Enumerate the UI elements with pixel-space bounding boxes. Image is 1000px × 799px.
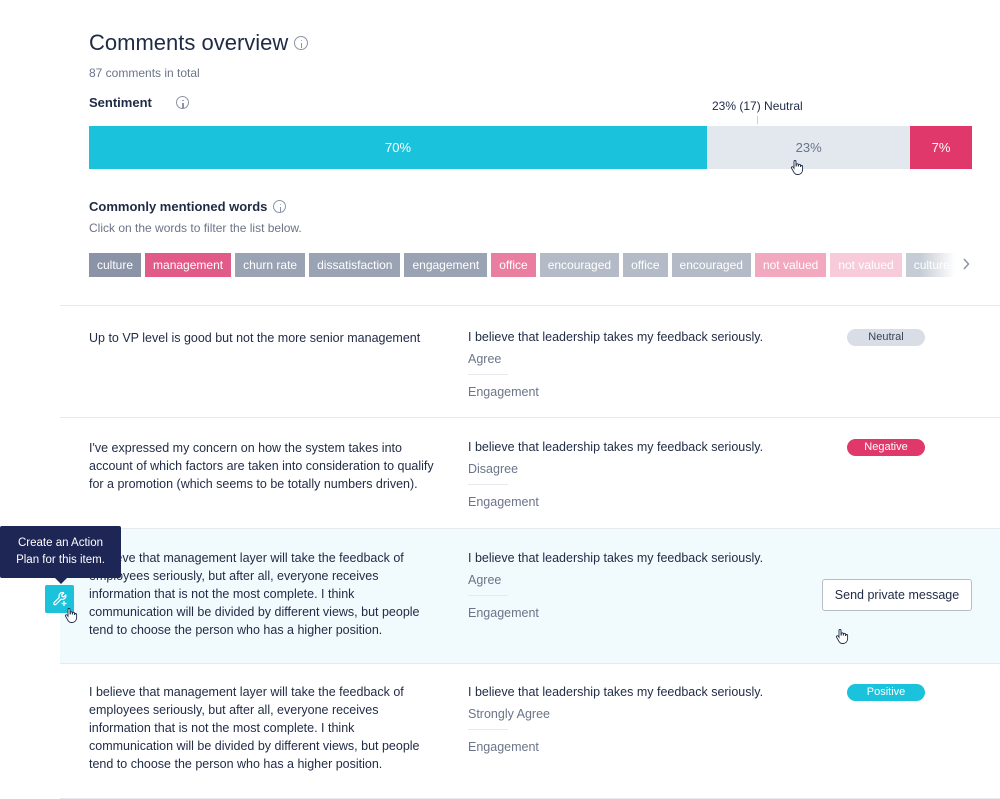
words-label-text: Commonly mentioned words xyxy=(89,199,268,214)
question-divider xyxy=(468,595,508,596)
word-tag[interactable]: dissatisfaction xyxy=(309,253,401,277)
sentiment-hover-tooltip: 23% (17) Neutral xyxy=(712,99,803,113)
sentiment-label: Sentiment xyxy=(89,95,189,110)
answer-text: Agree xyxy=(468,352,502,366)
category-text: Engagement xyxy=(468,495,539,509)
word-tag[interactable]: not valued xyxy=(830,253,902,277)
question-text: I believe that leadership takes my feedb… xyxy=(468,330,764,344)
comment-text: I believe that management layer will tak… xyxy=(89,685,420,771)
comment-row: I believe that management layer will tak… xyxy=(60,529,1000,663)
comment-row: Up to VP level is good but not the more … xyxy=(60,306,1000,417)
action-plan-tooltip-text: Create an Action Plan for this item. xyxy=(16,537,105,566)
segment-label: 7% xyxy=(931,140,951,155)
hand-cursor-icon xyxy=(64,608,78,623)
word-tag[interactable]: office xyxy=(623,253,668,277)
segment-label: 23% xyxy=(795,140,822,155)
word-tag[interactable]: management xyxy=(145,253,232,277)
status-badge-negative: Negative xyxy=(847,439,925,456)
sentiment-segment-positive[interactable]: 70% xyxy=(89,126,708,169)
words-fade xyxy=(920,253,970,277)
sentiment-label-text: Sentiment xyxy=(89,95,152,110)
comments-total: 87 comments in total xyxy=(89,66,200,80)
word-tag[interactable]: encouraged xyxy=(539,253,620,277)
segment-label: 70% xyxy=(385,140,412,155)
hand-cursor-icon xyxy=(790,160,804,175)
word-tag[interactable]: office xyxy=(491,253,536,277)
send-private-message-label: Send private message xyxy=(834,588,960,602)
category-text: Engagement xyxy=(468,606,539,620)
word-tag[interactable]: encouraged xyxy=(671,253,751,277)
page-title-text: Comments overview xyxy=(89,30,289,55)
status-badge-neutral: Neutral xyxy=(847,329,925,346)
question-divider xyxy=(468,374,508,375)
word-tag[interactable]: churn rate xyxy=(235,253,306,277)
sentiment-segment-negative[interactable]: 7% xyxy=(910,126,972,169)
sentiment-segment-neutral[interactable]: 23% xyxy=(707,126,911,169)
words-label: Commonly mentioned words xyxy=(89,199,287,214)
category-text: Engagement xyxy=(468,740,539,754)
list-divider xyxy=(60,417,1000,418)
comment-row: I've expressed my concern on how the sys… xyxy=(60,418,1000,528)
list-divider xyxy=(60,528,1000,529)
answer-text: Strongly Agree xyxy=(468,707,550,721)
word-tag[interactable]: culture xyxy=(89,253,142,277)
list-divider xyxy=(60,663,1000,664)
words-info-icon[interactable] xyxy=(273,200,287,213)
info-icon[interactable] xyxy=(294,36,309,50)
word-tag[interactable]: engagement xyxy=(404,253,488,277)
status-badge-positive: Positive xyxy=(847,684,925,701)
comment-row: I believe that management layer will tak… xyxy=(60,664,1000,798)
hand-cursor-icon xyxy=(835,629,849,644)
words-hint: Click on the words to filter the list be… xyxy=(89,221,302,235)
chevron-right-icon[interactable] xyxy=(962,258,970,270)
question-text: I believe that leadership takes my feedb… xyxy=(468,551,764,565)
answer-text: Agree xyxy=(468,573,502,587)
list-divider xyxy=(60,305,1000,306)
sentiment-info-icon[interactable] xyxy=(175,96,189,109)
question-text: I believe that leadership takes my feedb… xyxy=(468,685,764,699)
word-tag[interactable]: not valued xyxy=(754,253,827,277)
comment-text: I believe that management layer will tak… xyxy=(89,551,420,637)
comment-text: I've expressed my concern on how the sys… xyxy=(89,441,434,491)
page-title: Comments overview xyxy=(89,30,309,56)
wrench-plus-icon xyxy=(52,591,66,606)
comment-text: Up to VP level is good but not the more … xyxy=(89,331,421,345)
tooltip-pointer xyxy=(757,116,758,124)
sentiment-bar: 70% 23% 7% xyxy=(89,126,972,169)
question-divider xyxy=(468,484,508,485)
word-filter-list: culture management churn rate dissatisfa… xyxy=(89,253,969,277)
question-text: I believe that leadership takes my feedb… xyxy=(468,440,764,454)
action-plan-tooltip: Create an Action Plan for this item. xyxy=(0,526,121,584)
answer-text: Disagree xyxy=(468,462,519,476)
send-private-message-button[interactable]: Send private message xyxy=(822,579,972,611)
question-divider xyxy=(468,729,508,730)
category-text: Engagement xyxy=(468,385,539,399)
